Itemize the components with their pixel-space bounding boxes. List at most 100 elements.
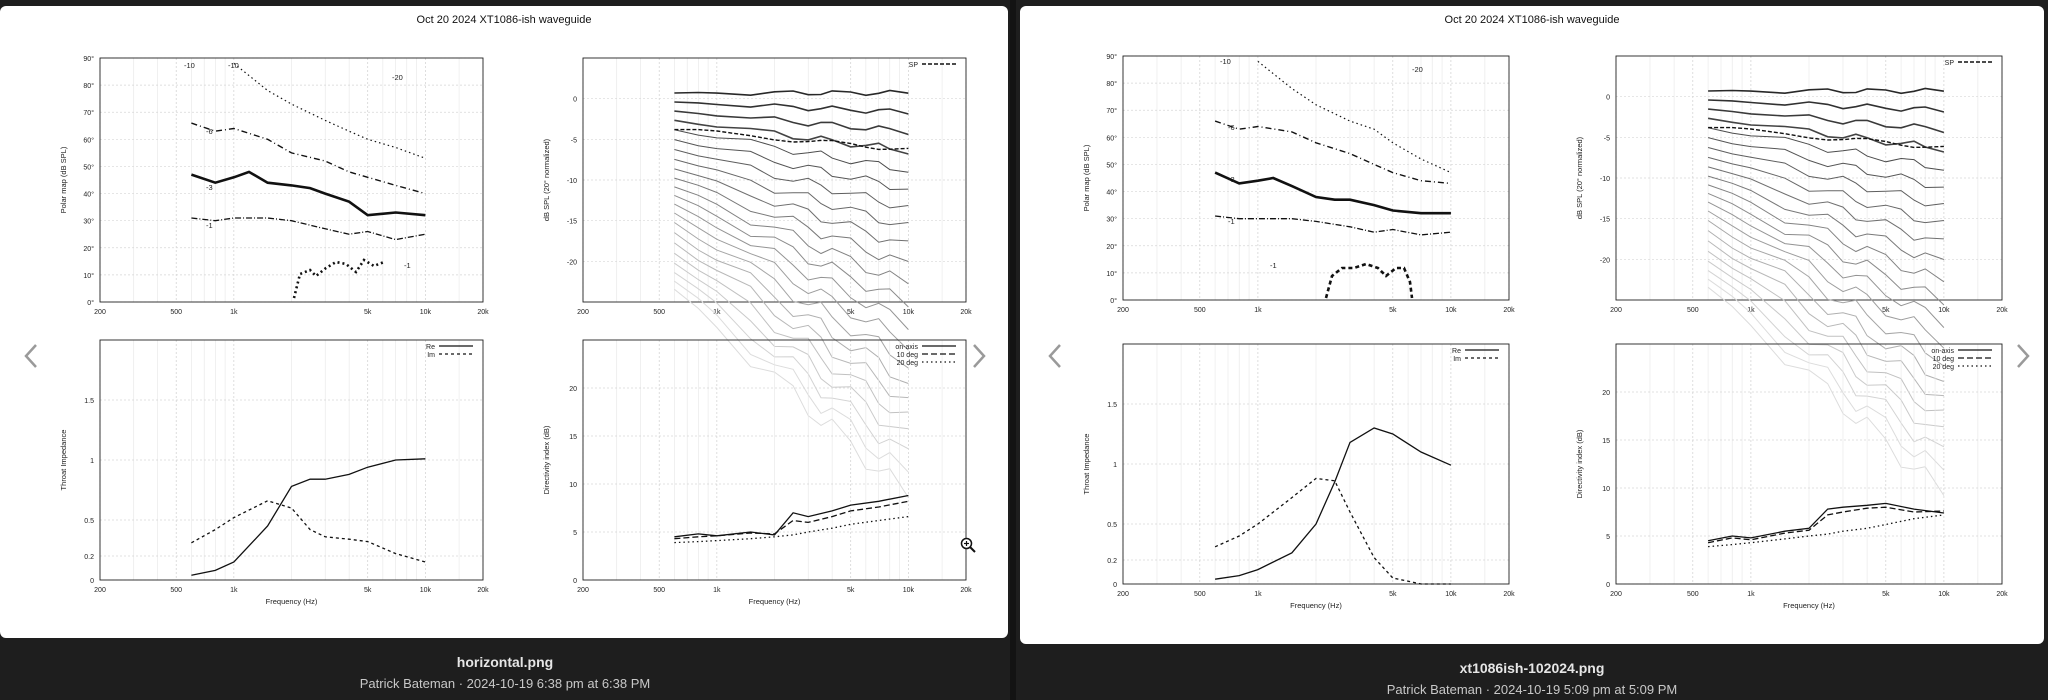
y-tick-label: 80° [83, 82, 94, 90]
image-xt1086ish[interactable]: Oct 20 2024 XT1086-ish waveguide 200 500 1… [1020, 6, 2044, 644]
x-tick-label: 200 [577, 587, 589, 594]
spl-curve [674, 149, 909, 209]
spl-curve [1707, 260, 1944, 428]
image-title: Oct 20 2024 XT1086-ish waveguide [1444, 14, 1620, 26]
x-tick-label: 200 [1610, 591, 1622, 598]
y-axis-label: dB SPL (20° normalized) [1575, 136, 1584, 219]
x-tick-label: 1k [1747, 307, 1755, 314]
spl-curve [1708, 87, 1945, 95]
image-filename: horizontal.png [456, 654, 554, 670]
legend-label: on-axis [1931, 348, 1954, 355]
x-tick-label: 20k [1996, 307, 2008, 314]
y-tick-label: 10° [83, 272, 94, 280]
plot-frame [99, 57, 484, 303]
series-line [1707, 506, 1944, 544]
x-tick-label: 200 [1117, 591, 1129, 598]
y-tick-label: -10 [567, 178, 577, 185]
legend-label: Im [427, 352, 435, 359]
x-tick-label: 1k [230, 587, 238, 594]
y-tick-label: 5 [573, 530, 577, 537]
plot-frame [1122, 343, 1510, 585]
spl-curve [1707, 184, 1945, 283]
spl-curve [674, 252, 909, 414]
spl-curve [1707, 286, 1945, 496]
spl-curve [674, 89, 909, 97]
y-tick-label: -5 [1604, 135, 1610, 142]
previous-image-button[interactable] [1042, 338, 1068, 374]
image-horizontal[interactable]: Oct 20 2024 XT1086-ish waveguide 200 500 1… [0, 6, 1008, 638]
y-tick-label: 10 [569, 482, 577, 489]
series-line [674, 494, 909, 538]
contour-label: -1 [1270, 261, 1277, 270]
spl-curve [674, 101, 909, 115]
spl-curve [674, 119, 909, 155]
x-tick-label: 20k [1996, 591, 2008, 598]
spl-curve [1707, 127, 1944, 171]
spl-curve [1707, 175, 1945, 260]
x-axis-label: Frequency (Hz) [1290, 601, 1342, 610]
spl-curve [1707, 210, 1945, 349]
x-tick-label: 10k [1445, 307, 1457, 314]
spl-curve [1707, 240, 1944, 397]
x-tick-label: 10k [903, 309, 915, 316]
legend-label: Im [1453, 356, 1461, 363]
spl-curve [1707, 166, 1944, 241]
next-image-button[interactable] [2010, 338, 2036, 374]
y-axis-label: dB SPL (20° normalized) [542, 138, 551, 221]
y-tick-label: 0.2 [1107, 558, 1117, 565]
x-tick-label: 20k [477, 587, 489, 594]
y-axis-label: Polar map (dB SPL) [1082, 144, 1091, 211]
spl-curve [1707, 201, 1945, 328]
x-tick-label: 5k [1882, 591, 1890, 598]
spl-curve [674, 186, 909, 285]
legend-label: 20 deg [897, 360, 919, 367]
y-tick-label: 0.2 [84, 554, 94, 561]
x-tick-label: 500 [1194, 307, 1206, 314]
y-tick-label: 30° [1106, 216, 1117, 224]
x-axis-label: Frequency (Hz) [266, 597, 318, 606]
spl-curve [674, 242, 909, 399]
y-tick-label: -10 [1600, 176, 1610, 183]
plot-frame [99, 339, 484, 581]
contour-label: -10 [184, 61, 195, 70]
y-axis-label: Directivity index (dB) [542, 425, 551, 494]
legend-label: SP [909, 62, 919, 69]
next-image-button[interactable] [966, 338, 992, 374]
y-tick-label: 20 [569, 386, 577, 393]
x-tick-label: 10k [1445, 591, 1457, 598]
legend-label: Re [1452, 348, 1461, 355]
y-tick-label: -15 [567, 219, 577, 226]
sound-power-curve [1708, 126, 1944, 149]
y-tick-label: -5 [571, 137, 577, 144]
chevron-right-icon [973, 344, 986, 368]
previous-image-button[interactable] [18, 338, 44, 374]
x-tick-label: 200 [94, 309, 106, 316]
y-tick-label: 40° [1106, 189, 1117, 197]
y-tick-label: -15 [1600, 217, 1610, 224]
y-tick-label: 1 [1113, 462, 1117, 469]
y-axis-label: Throat Impedance [59, 430, 68, 491]
x-tick-label: 500 [170, 309, 182, 316]
spl-curve [674, 110, 909, 136]
x-tick-label: 500 [1194, 591, 1206, 598]
y-tick-label: 0 [1606, 582, 1610, 589]
contour-label: -10 [1220, 57, 1231, 66]
y-tick-label: 50° [1106, 161, 1117, 169]
legend-label: Re [426, 344, 435, 351]
y-tick-label: 1.5 [84, 398, 94, 405]
x-axis-label: Frequency (Hz) [1783, 601, 1835, 610]
y-axis-label: Directivity index (dB) [1575, 429, 1584, 498]
spl-curve [674, 280, 909, 473]
y-tick-label: -20 [1600, 257, 1610, 264]
x-tick-label: 5k [847, 587, 855, 594]
sound-power-curve [674, 128, 909, 151]
spl-curve [674, 177, 909, 262]
magnifier-plus-icon[interactable] [960, 537, 976, 558]
x-tick-label: 500 [653, 587, 665, 594]
x-tick-label: 500 [170, 587, 182, 594]
x-tick-label: 10k [1938, 591, 1950, 598]
y-tick-label: 10° [1106, 270, 1117, 278]
spl-curve [1707, 270, 1945, 448]
contour-line [292, 258, 385, 299]
y-tick-label: 50° [83, 163, 94, 171]
